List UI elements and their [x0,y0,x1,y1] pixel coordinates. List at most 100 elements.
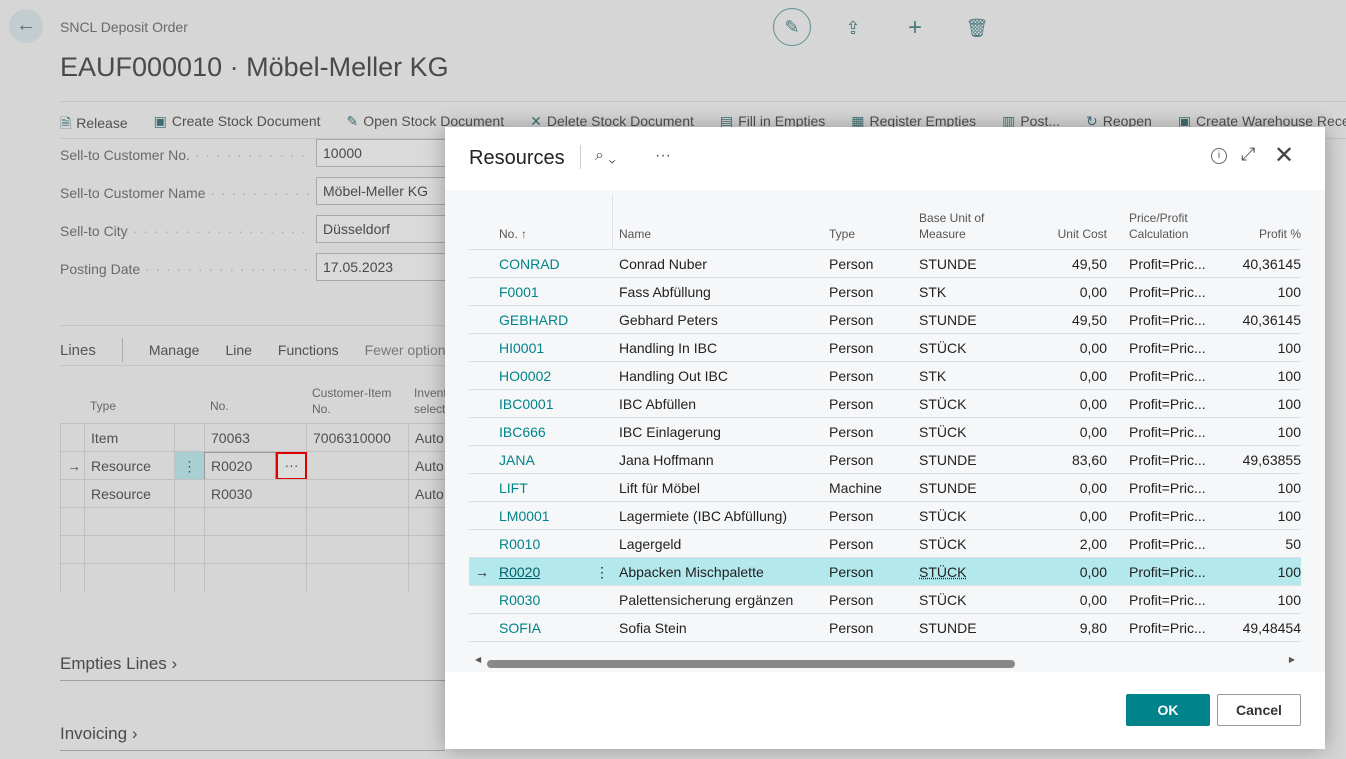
col-unit-cost[interactable]: Unit Cost [1057,227,1107,241]
lines-row[interactable]: Item 70063 7006310000 Auto [60,423,445,452]
invoicing-section[interactable]: Invoicing › [60,724,445,751]
cell-no[interactable]: R0020 [499,564,541,580]
action-label: Create Stock Document [171,113,321,129]
resource-row[interactable]: R0010 Lagergeld Person STÜCK 2,00 Profit=Pric… [469,530,1301,558]
horizontal-scrollbar[interactable]: ◀ ▶ [475,655,1295,668]
resource-row[interactable]: IBC0001 IBC Abfüllen Person STÜCK 0,00 Profit… [469,390,1301,418]
cell-profit: 100 [1277,424,1301,440]
cell-unit: STÜCK [919,536,967,552]
resource-row[interactable]: IBC666 IBC Einlagerung Person STÜCK 0,00 Prof… [469,418,1301,446]
col-type[interactable]: Type [829,227,856,241]
field-input[interactable]: Düsseldorf [316,215,456,243]
col-inventory: Invent select [414,386,445,416]
col-price-profit[interactable]: Price/Profit Calculation [1129,211,1189,241]
dialog-title: Resources [469,147,565,169]
resource-row[interactable]: HO0002 Handling Out IBC Person STK 0,00 Profi… [469,362,1301,390]
lines-menu-line[interactable]: Line [225,342,252,358]
plus-icon[interactable]: + [907,14,922,41]
cell-type: Person [829,452,874,468]
cell-no[interactable]: IBC0001 [499,396,554,412]
back-button[interactable]: ← [9,9,43,43]
action-open-stock-document[interactable]: ✎ Open Stock Document [347,113,505,137]
cancel-button[interactable]: Cancel [1217,694,1301,726]
resource-row[interactable]: HI0001 Handling In IBC Person STÜCK 0,00 Prof… [469,334,1301,362]
more-options-icon[interactable]: ··· [655,147,671,164]
line-cell [60,424,84,452]
lines-row[interactable]: → Resource ⋮ R0020 Auto ··· [60,451,445,480]
line-cell[interactable]: R0030 [204,480,306,508]
cell-no[interactable]: GEBHARD [499,312,569,328]
empties-lines-section[interactable]: Empties Lines › [60,654,445,681]
cell-no[interactable]: R0010 [499,536,541,552]
lines-menu-manage[interactable]: Manage [148,342,200,358]
row-menu-icon[interactable]: ⋮ [595,564,609,580]
col-base-unit[interactable]: Base Unit of Measure [919,211,985,241]
cell-profit: 100 [1277,396,1301,412]
close-icon[interactable]: ✕ [1274,142,1295,169]
lines-row[interactable] [60,507,445,536]
cell-no[interactable]: LIFT [499,480,528,496]
action-label: Open Stock Document [363,113,505,129]
action-register-empties[interactable]: ▦ Register Empties [851,113,976,137]
lines-menu-functions[interactable]: Functions [277,342,339,358]
cell-type: Person [829,368,874,384]
resource-row[interactable]: LM0001 Lagermiete (IBC Abfüllung) Person ST… [469,502,1301,530]
cell-cost: 0,00 [1079,396,1107,412]
cell-no[interactable]: CONRAD [499,256,560,272]
lines-row[interactable] [60,563,445,592]
resource-row[interactable]: SOFIA Sofia Stein Person STUNDE 9,80 Profit=P… [469,614,1301,642]
col-profit-pct[interactable]: Profit % [1258,227,1301,241]
search-icon[interactable]: ⌕ ⌄ [595,147,616,164]
ok-button[interactable]: OK [1126,694,1210,726]
info-icon[interactable]: i [1211,148,1227,164]
cell-no[interactable]: JANA [499,452,535,468]
col-no[interactable]: No. ↑ [499,227,528,241]
cell-no[interactable]: SOFIA [499,620,542,636]
lines-row[interactable]: Resource R0030 Auto [60,479,445,508]
resource-row[interactable]: CONRAD Conrad Nuber Person STUNDE 49,50 Profi… [469,250,1301,278]
field-input[interactable]: 17.05.2023 [316,253,456,281]
col-customer-item-no: Customer-Item No. [312,386,392,416]
no-input-r0020[interactable] [204,452,276,480]
action-label: Reopen [1102,113,1152,129]
cell-unit: STÜCK [919,564,967,580]
cell-no[interactable]: R0030 [499,592,541,608]
delete-icon[interactable]: 🗑 [965,18,989,38]
resource-row[interactable]: → ⋮ R0020 Abpacken Mischpalette Person STÜCK 0… [469,558,1301,586]
share-icon[interactable]: ⇪ [845,18,861,38]
lines-menu-fewer-options[interactable]: Fewer options [364,342,453,358]
fill-icon: ▤ [719,113,734,129]
action-create-warehouse-rece[interactable]: ▣ Create Warehouse Rece [1178,113,1346,137]
cell-type: Person [829,424,874,440]
resource-row[interactable]: GEBHARD Gebhard Peters Person STUNDE 49,50 Pr… [469,306,1301,334]
line-cell [60,564,84,592]
action-release[interactable]: 🗎 Release [60,113,128,137]
action-reopen[interactable]: ↻ Reopen [1086,113,1152,137]
cell-no[interactable]: IBC666 [499,424,546,440]
line-cell [204,508,306,536]
resource-row[interactable]: R0030 Palettensicherung ergänzen Person STÜ… [469,586,1301,614]
cell-profit: 49,48454 [1242,620,1301,636]
resource-row[interactable]: LIFT Lift für Möbel Machine STUNDE 0,00 Profi… [469,474,1301,502]
row-menu-icon[interactable]: ⋮ [174,452,204,480]
cell-no[interactable]: LM0001 [499,508,550,524]
lookup-button[interactable]: ··· [276,452,307,480]
expand-icon[interactable]: ⤢ [1241,144,1256,164]
resource-row[interactable]: F0001 Fass Abfüllung Person STK 0,00 Profit=P… [469,278,1301,306]
cell-no[interactable]: HI0001 [499,340,545,356]
line-cell[interactable]: 70063 [204,424,306,452]
cell-cost: 0,00 [1079,368,1107,384]
action-fill-in-empties[interactable]: ▤ Fill in Empties [720,113,825,137]
cell-no[interactable]: F0001 [499,284,539,300]
action-delete-stock-document[interactable]: ✕ Delete Stock Document [530,113,694,137]
cell-no[interactable]: HO0002 [499,368,552,384]
resource-row[interactable]: JANA Jana Hoffmann Person STUNDE 83,60 Profit… [469,446,1301,474]
lines-row[interactable] [60,535,445,564]
line-cell [408,536,445,564]
col-name[interactable]: Name [619,227,652,241]
field-input[interactable]: Möbel-Meller KG [316,177,456,205]
action-post-[interactable]: ▥ Post... [1002,113,1060,137]
field-input[interactable]: 10000 [316,139,456,167]
edit-icon[interactable]: ✎ [773,8,811,46]
action-create-stock-document[interactable]: ▣ Create Stock Document [154,113,321,137]
